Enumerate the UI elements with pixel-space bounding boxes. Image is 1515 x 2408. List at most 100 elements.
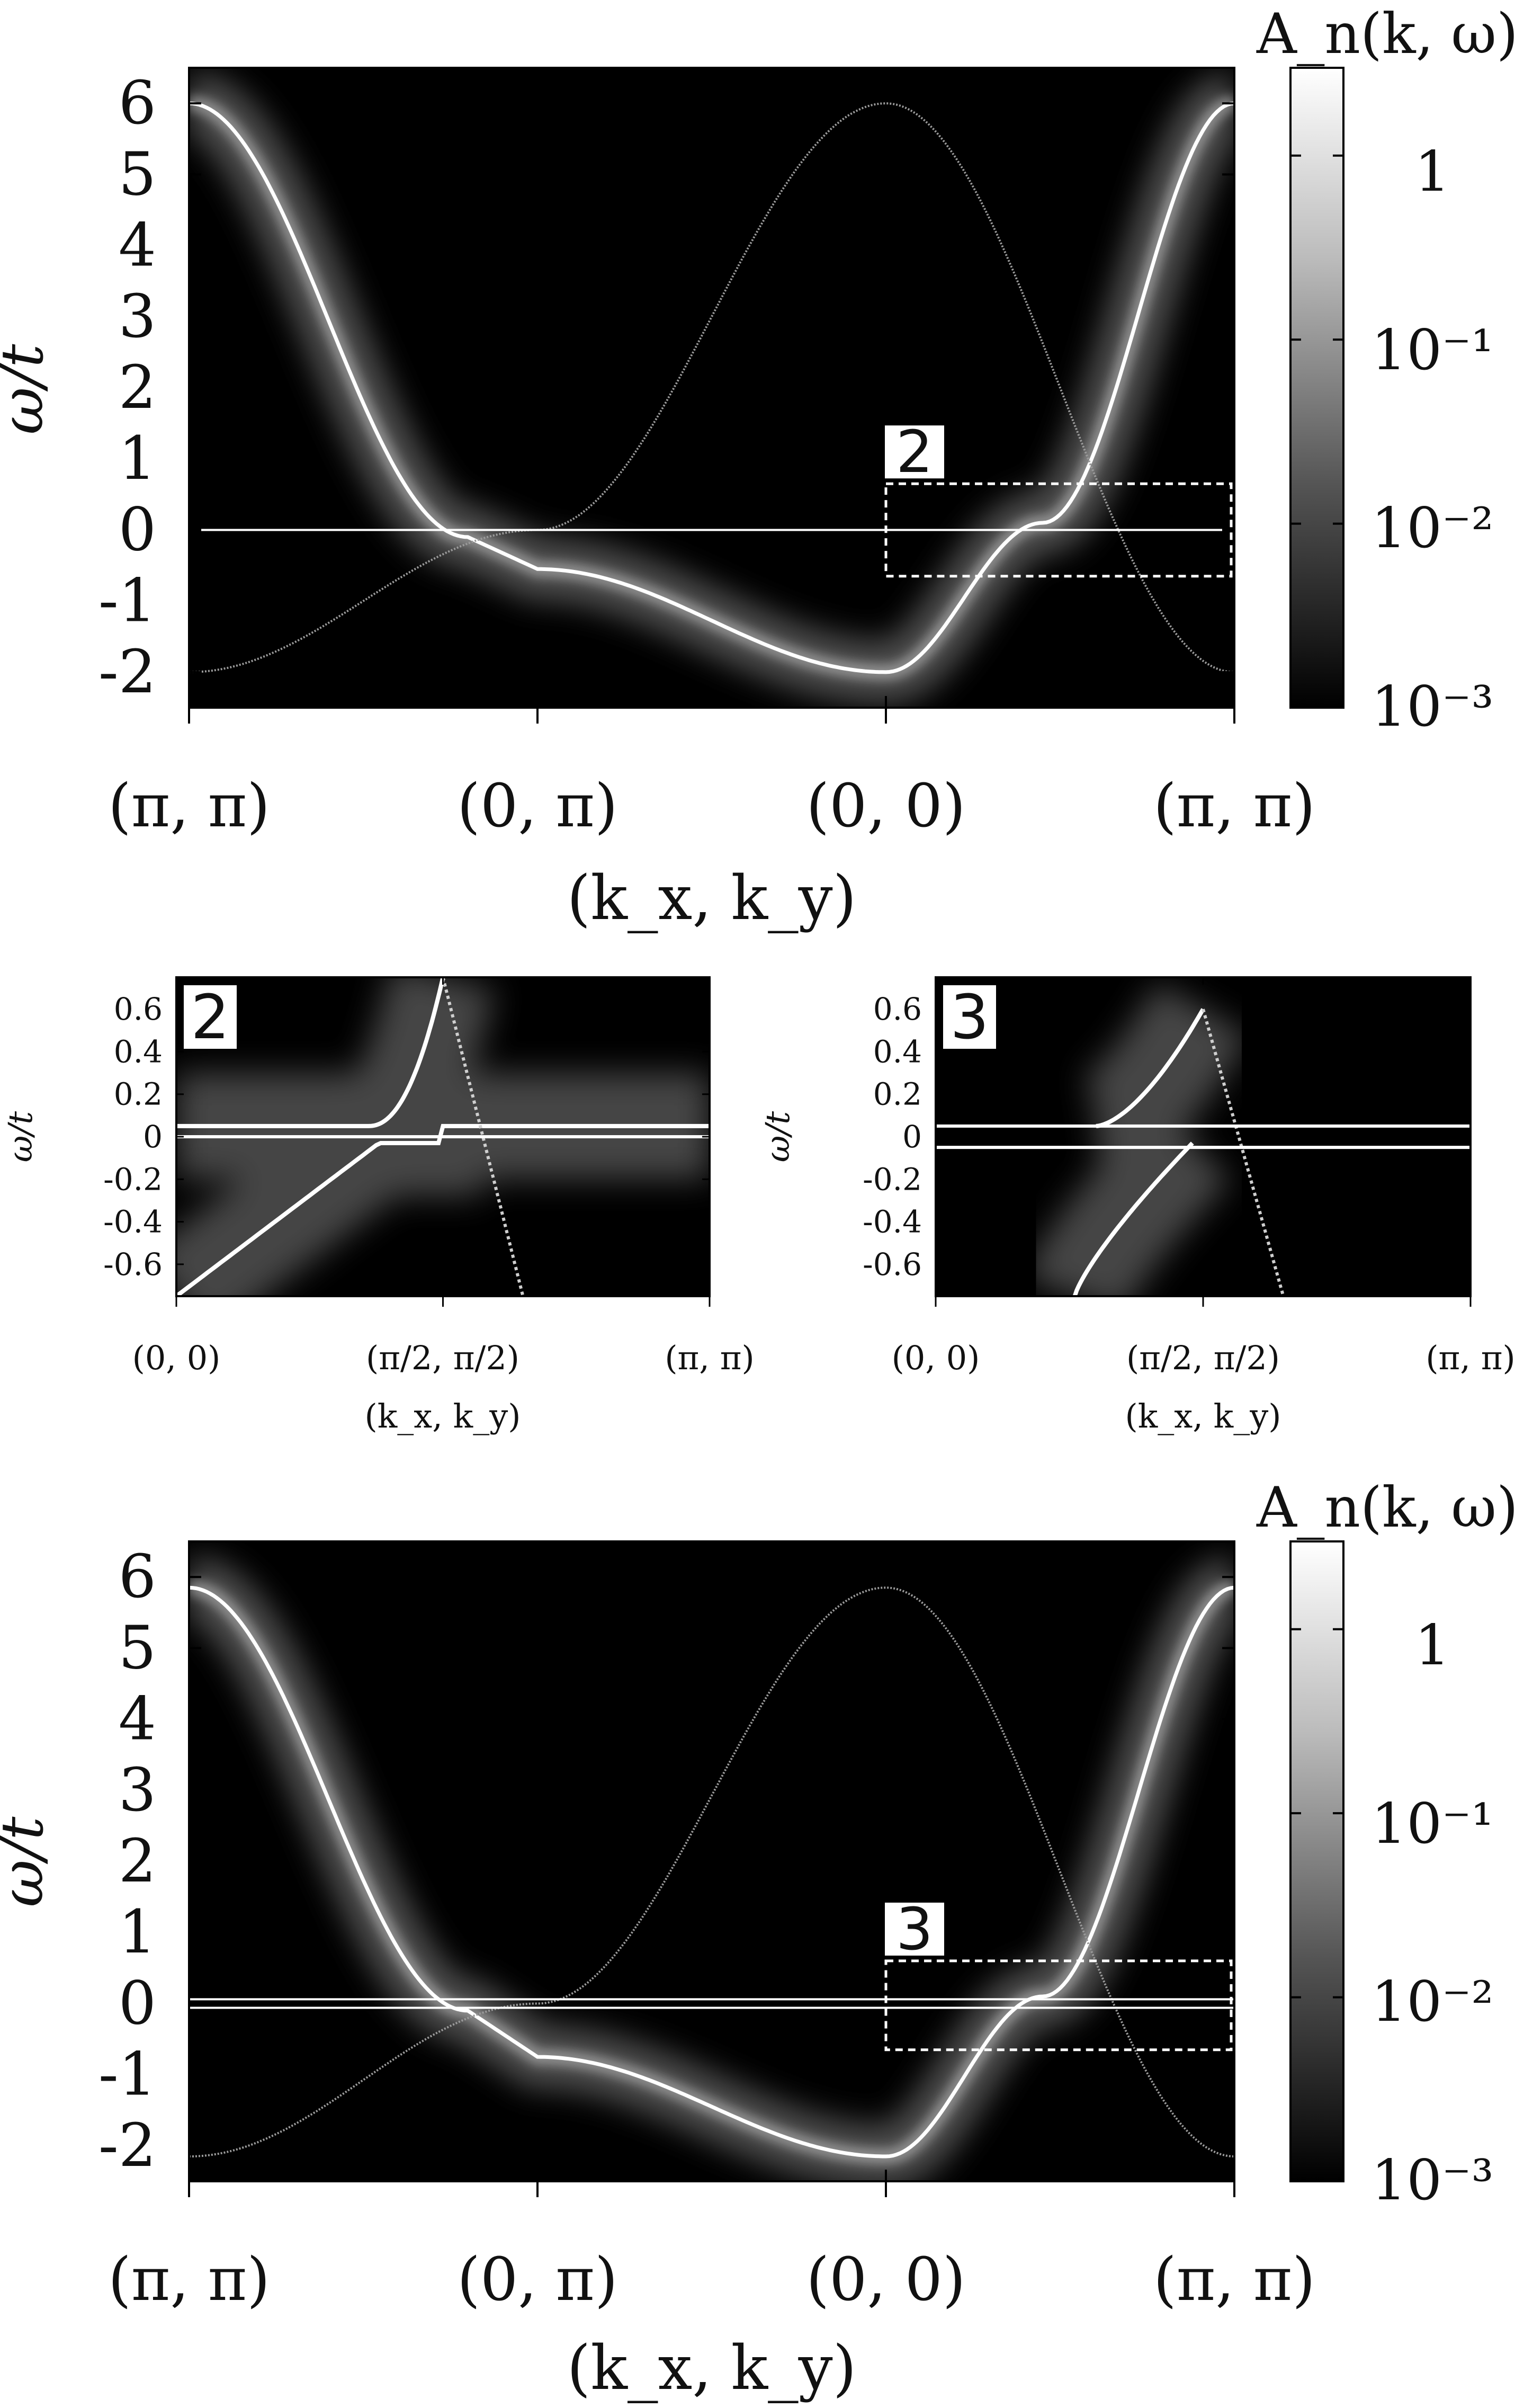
bottom-colorbar-title: A_n(k, ω) xyxy=(1256,1475,1515,1540)
zoom2-tag-label: 2 xyxy=(191,982,229,1053)
zoom3-tag-label: 3 xyxy=(950,982,989,1053)
zoom3-tag xyxy=(943,985,996,1049)
bottom-shadow-band xyxy=(189,1586,1234,2157)
bottom-frame xyxy=(188,1540,1235,2182)
bottom-inset-tag-label: 3 xyxy=(896,1895,933,1963)
zoom2-shadow-band xyxy=(441,977,525,1296)
z2-y-tick-label-2: 0.4 xyxy=(114,1033,163,1069)
top-colorbar-tick-4: 10⁻³ xyxy=(1371,674,1493,739)
bot-y-tick-label-9: -2 xyxy=(98,2111,156,2180)
bottom-ticks xyxy=(188,1541,1235,2197)
bottom-x-tick-label-3: (0, 0) xyxy=(806,2245,965,2314)
bot-y-tick-label-3: 4 xyxy=(119,1685,156,1754)
zoom2-x-tick-label-2: (π/2, π/2) xyxy=(366,1339,519,1377)
zoom2-tag xyxy=(184,985,237,1049)
top-y-tick-label-6: 1 xyxy=(119,424,156,493)
top-inset-tag-label: 2 xyxy=(896,418,933,486)
bottom-spectrum xyxy=(189,1556,1234,2181)
zoom2-y-axis-title: ω/t xyxy=(1,1111,40,1162)
bottom-colorbar xyxy=(1289,1540,1344,2182)
bottom-colorbar-tick-1: 1 xyxy=(1415,1613,1450,1678)
bottom-colorbar-ticks xyxy=(1290,1628,1343,2182)
top-x-tick-label-4: (π, π) xyxy=(1153,772,1315,841)
z3-y-tick-label-3: 0.2 xyxy=(873,1076,922,1112)
z2-y-tick-label-4: 0 xyxy=(143,1119,163,1155)
z3-y-tick-label-2: 0.4 xyxy=(873,1033,922,1069)
top-spectrum xyxy=(189,72,1234,704)
bot-y-tick-label-7: 0 xyxy=(119,1969,156,2038)
bottom-x-tick-label-2: (0, π) xyxy=(457,2245,617,2314)
zoom2-x-axis-title: (k_x, k_y) xyxy=(365,1397,521,1435)
bot-y-tick-label-8: -1 xyxy=(98,2040,156,2109)
top-x-tick-label-3: (0, 0) xyxy=(806,772,965,841)
z2-y-tick-label-3: 0.2 xyxy=(114,1076,163,1112)
z3-y-tick-label-7: -0.6 xyxy=(863,1246,922,1282)
bottom-inset-tag xyxy=(885,1902,944,1956)
top-shadow-band xyxy=(189,102,1234,673)
zoom3-y-axis-title: ω/t xyxy=(758,1111,797,1162)
bottom-colorbar-tick-4: 10⁻³ xyxy=(1371,2148,1493,2213)
z2-y-tick-label-7: -0.6 xyxy=(103,1246,163,1282)
top-y-tick-label-2: 5 xyxy=(119,140,156,209)
zoom3-x-tick-label-1: (0, 0) xyxy=(892,1339,980,1377)
top-y-tick-label-8: -1 xyxy=(98,567,156,636)
bot-y-tick-label-1: 6 xyxy=(119,1542,156,1611)
top-frame xyxy=(188,67,1235,709)
z3-y-tick-label-6: -0.4 xyxy=(863,1204,922,1240)
bottom-y-axis-title: ω/t xyxy=(0,1816,56,1907)
top-colorbar xyxy=(1289,67,1344,709)
top-colorbar-tick-3: 10⁻² xyxy=(1371,496,1493,560)
bot-y-tick-label-6: 1 xyxy=(119,1898,156,1967)
zoom3-x-tick-label-2: (π/2, π/2) xyxy=(1126,1339,1280,1377)
top-x-axis-title: (k_x, k_y) xyxy=(567,863,856,934)
zoom2-y-tick-labels: 0.6 0.4 0.2 0 -0.2 -0.4 -0.6 xyxy=(103,991,163,1282)
z3-y-tick-label-4: 0 xyxy=(902,1119,922,1155)
zoom-panel-2: 2 0.6 0.4 0.2 0 -0.2 -0.4 -0.6 ω/t (0, 0) (π/2… xyxy=(1,976,755,1435)
top-colorbar-tick-1: 1 xyxy=(1415,139,1450,204)
bottom-x-axis-title: (k_x, k_y) xyxy=(567,2333,856,2404)
top-y-tick-label-3: 4 xyxy=(119,211,156,280)
zoom2-x-tick-label-3: (π, π) xyxy=(665,1339,754,1377)
top-colorbar-tick-2: 10⁻¹ xyxy=(1371,318,1493,382)
top-y-tick-label-9: -2 xyxy=(98,638,156,707)
top-y-axis-title: ω/t xyxy=(0,344,56,435)
zoom3-y-tick-labels: 0.6 0.4 0.2 0 -0.2 -0.4 -0.6 xyxy=(863,991,922,1282)
top-y-tick-label-7: 0 xyxy=(119,495,156,564)
bot-y-tick-label-2: 5 xyxy=(119,1613,156,1682)
top-y-tick-label-4: 3 xyxy=(119,282,156,351)
zoom2-frame xyxy=(175,976,711,1297)
bottom-colorbar-tick-3: 10⁻² xyxy=(1371,1969,1493,2034)
top-inset-tag xyxy=(885,425,944,479)
zoom2-x-tick-label-1: (0, 0) xyxy=(132,1339,221,1377)
zoom3-frame xyxy=(935,976,1472,1297)
bottom-broad-band xyxy=(189,1585,1234,2159)
top-x-tick-label-2: (0, π) xyxy=(457,772,617,841)
zoom2-spectrum xyxy=(176,977,710,1296)
bot-y-tick-label-4: 3 xyxy=(119,1756,156,1825)
top-ticks xyxy=(188,68,1235,724)
bottom-x-tick-label-1: (π, π) xyxy=(108,2245,270,2314)
bottom-x-tick-label-4: (π, π) xyxy=(1153,2245,1315,2314)
z3-y-tick-label-1: 0.6 xyxy=(873,991,922,1027)
top-colorbar-title: A_n(k, ω) xyxy=(1256,2,1515,66)
zoom3-spectrum xyxy=(936,983,1471,1296)
top-colorbar-ticks xyxy=(1290,154,1343,709)
zoom3-x-axis-title: (k_x, k_y) xyxy=(1125,1397,1281,1435)
top-broad-band xyxy=(189,101,1234,674)
bot-y-tick-label-5: 2 xyxy=(119,1827,156,1896)
z2-y-tick-label-1: 0.6 xyxy=(114,991,163,1027)
z2-y-tick-label-5: -0.2 xyxy=(103,1161,163,1197)
zoom-panel-3: 3 0.6 0.4 0.2 0 -0.2 -0.4 -0.6 ω/t (0, 0) (π/2… xyxy=(758,976,1515,1435)
top-y-tick-label-1: 6 xyxy=(119,69,156,138)
zoom2-band xyxy=(176,977,710,1296)
top-x-tick-label-1: (π, π) xyxy=(108,772,270,841)
top-y-tick-label-5: 2 xyxy=(119,353,156,422)
z2-y-tick-label-6: -0.4 xyxy=(103,1204,163,1240)
zoom3-x-tick-label-3: (π, π) xyxy=(1426,1339,1515,1377)
bottom-colorbar-tick-2: 10⁻¹ xyxy=(1371,1791,1493,1856)
z3-y-tick-label-5: -0.2 xyxy=(863,1161,922,1197)
